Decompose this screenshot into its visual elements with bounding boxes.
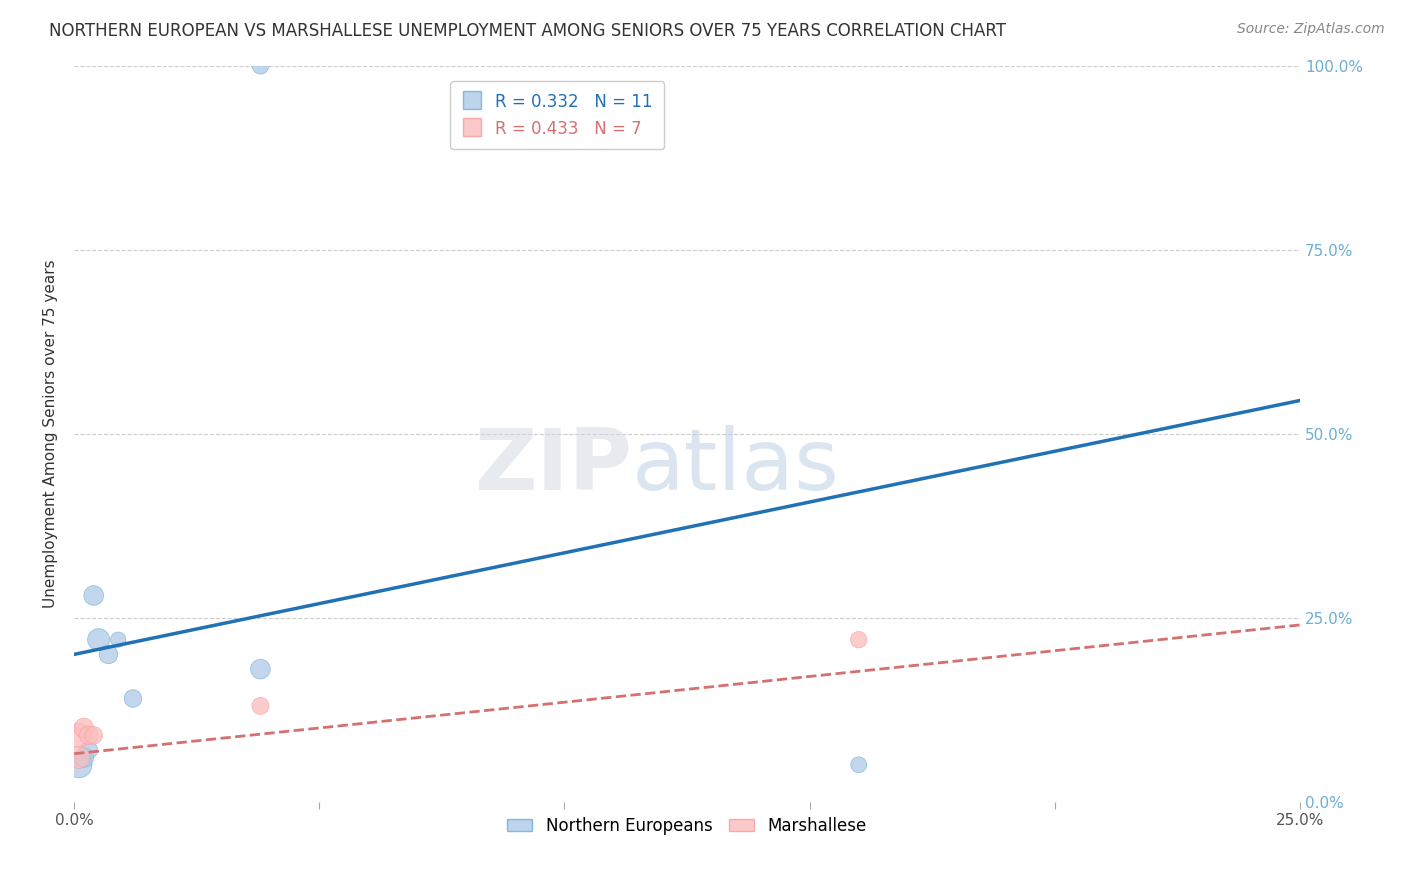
Point: [73, 721, 96, 735]
Point: [83, 728, 105, 742]
Text: ZIP: ZIP: [474, 425, 631, 508]
Text: NORTHERN EUROPEAN VS MARSHALLESE UNEMPLOYMENT AMONG SENIORS OVER 75 YEARS CORREL: NORTHERN EUROPEAN VS MARSHALLESE UNEMPLO…: [49, 22, 1007, 40]
Point: [67, 750, 90, 764]
Point: [87, 632, 110, 647]
Point: [77, 728, 100, 742]
Point: [107, 632, 129, 647]
Text: Source: ZipAtlas.com: Source: ZipAtlas.com: [1237, 22, 1385, 37]
Point: [122, 691, 145, 706]
Legend: Northern Europeans, Marshallese: Northern Europeans, Marshallese: [498, 806, 877, 845]
Y-axis label: Unemployment Among Seniors over 75 years: Unemployment Among Seniors over 75 years: [44, 260, 58, 608]
Point: [67, 757, 90, 772]
Point: [77, 743, 100, 757]
Text: atlas: atlas: [631, 425, 839, 508]
Point: [73, 750, 96, 764]
Point: [83, 589, 105, 603]
Point: [249, 59, 271, 73]
Point: [848, 632, 870, 647]
Point: [97, 648, 120, 662]
Point: [848, 757, 870, 772]
Point: [249, 698, 271, 713]
Point: [249, 662, 271, 676]
Point: [67, 728, 90, 742]
